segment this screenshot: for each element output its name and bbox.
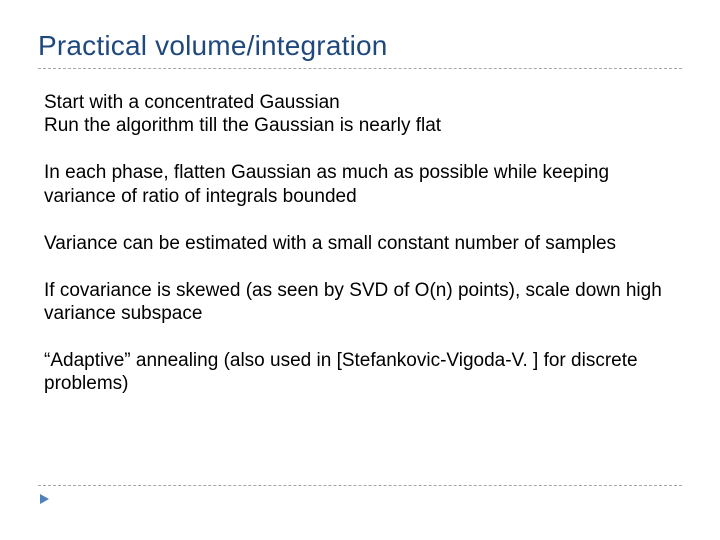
paragraph: Variance can be estimated with a small c… xyxy=(44,232,682,255)
arrow-icon xyxy=(40,494,49,504)
slide-footer xyxy=(38,485,682,504)
paragraph: Start with a concentrated Gaussian Run t… xyxy=(44,91,682,137)
line: Run the algorithm till the Gaussian is n… xyxy=(44,114,682,137)
slide-body: Start with a concentrated Gaussian Run t… xyxy=(38,91,682,396)
paragraph: In each phase, flatten Gaussian as much … xyxy=(44,161,682,207)
slide-title: Practical volume/integration xyxy=(38,30,682,62)
paragraph: “Adaptive” annealing (also used in [Stef… xyxy=(44,349,682,395)
title-divider xyxy=(38,68,682,69)
paragraph: If covariance is skewed (as seen by SVD … xyxy=(44,279,682,325)
line: Start with a concentrated Gaussian xyxy=(44,91,682,114)
footer-divider xyxy=(38,485,682,486)
slide: Practical volume/integration Start with … xyxy=(0,0,720,540)
